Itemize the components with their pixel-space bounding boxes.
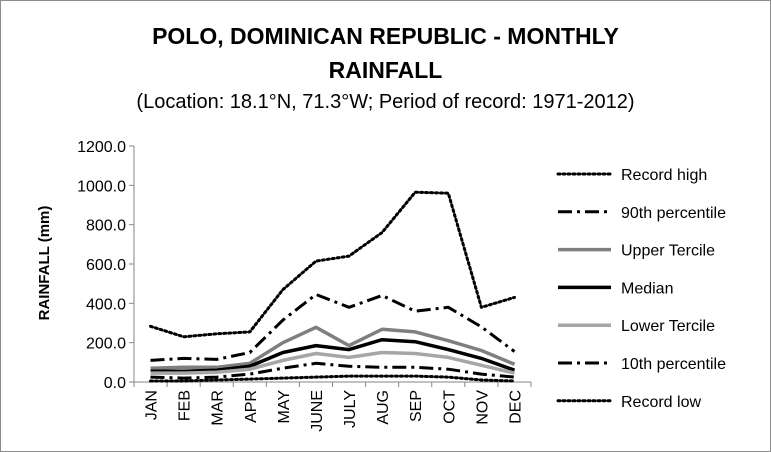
series-line: [150, 325, 516, 370]
y-tick-label: 400.0: [86, 296, 126, 313]
series-line: [150, 337, 516, 373]
legend-item: 90th percentile: [558, 205, 726, 222]
x-tick-label: JULY: [342, 390, 359, 428]
x-tick-label: DEC: [507, 390, 524, 424]
x-tick-label: OCT: [441, 390, 458, 424]
series-layer: [149, 190, 516, 383]
chart-title-line2: RAINFALL: [328, 57, 443, 83]
legend-item: Lower Tercile: [558, 318, 715, 335]
y-tick-label: 0.0: [104, 375, 126, 392]
x-tick-label: MAR: [210, 390, 227, 426]
x-tick-label: NOV: [474, 390, 491, 425]
y-tick-label: 200.0: [86, 336, 126, 353]
chart-title-line1: POLO, DOMINICAN REPUBLIC - MONTHLY: [152, 23, 619, 49]
series-line: [150, 361, 515, 380]
x-tick-label: AUG: [375, 390, 392, 425]
axes: 0.0 200.0 400.0 600.0 800.0 1000.0 1200.0 JAN FE…: [77, 139, 532, 432]
legend-item: Upper Tercile: [558, 243, 715, 260]
legend-item: Record low: [556, 394, 701, 411]
series-10th-percentile: [150, 361, 515, 380]
legend-label: 90th percentile: [621, 205, 726, 222]
x-tick-label: JUNE: [309, 390, 326, 432]
series-record-high: [149, 190, 516, 339]
legend-item: Record high: [556, 167, 707, 184]
series-record-low: [149, 374, 516, 383]
x-tick-label: FEB: [177, 390, 194, 421]
legend-label: Upper Tercile: [621, 243, 715, 260]
legend-label: Record high: [621, 167, 707, 184]
chart-title: POLO, DOMINICAN REPUBLIC - MONTHLY RAINF…: [1, 19, 770, 87]
legend-item: 10th percentile: [558, 356, 726, 373]
legend-label: Median: [621, 280, 673, 297]
legend-item: Median: [558, 280, 673, 297]
y-tick-label: 1200.0: [77, 139, 126, 156]
series-line: [150, 350, 515, 375]
y-tick-label: 1000.0: [77, 178, 126, 195]
x-tick-label: MAY: [276, 390, 293, 424]
y-tick-label: 600.0: [86, 257, 126, 274]
series-upper-tercile: [150, 325, 516, 370]
legend-label: 10th percentile: [621, 356, 726, 373]
legend-label: Lower Tercile: [621, 318, 715, 335]
series-median: [150, 337, 516, 373]
x-tick-label: APR: [243, 390, 260, 423]
series-line: [149, 190, 516, 339]
y-axis-title-group: RAINFALL (mm): [36, 206, 53, 321]
series-lower-tercile: [150, 350, 515, 375]
series-line: [149, 374, 516, 383]
x-tick-label: JAN: [144, 390, 161, 420]
series-90th-percentile: [150, 293, 516, 362]
legend-label: Record low: [621, 394, 701, 411]
chart-subtitle: (Location: 18.1°N, 71.3°W; Period of rec…: [136, 91, 635, 113]
series-line: [150, 293, 516, 362]
legend: Record high 90th percentile Upper Tercile M…: [556, 167, 726, 411]
y-axis-title: RAINFALL (mm): [36, 206, 53, 321]
x-tick-label: SEP: [408, 390, 425, 422]
y-tick-label: 800.0: [86, 218, 126, 235]
